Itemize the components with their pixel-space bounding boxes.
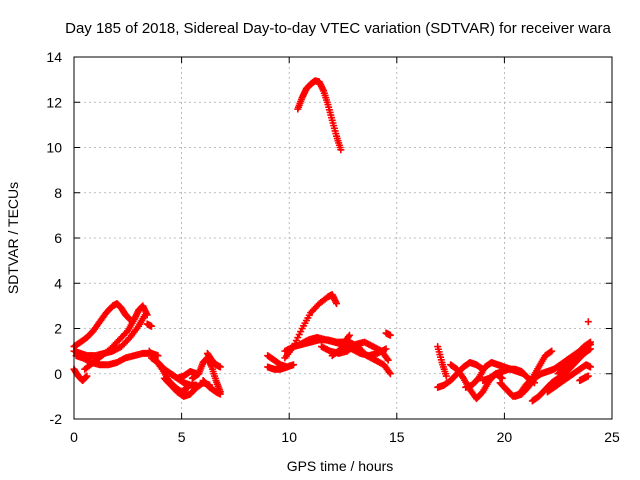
series-arc-6 [143, 320, 155, 330]
y-tick-label: 4 [54, 275, 62, 291]
data-point [586, 338, 594, 346]
data-point [344, 333, 352, 341]
x-tick-label: 20 [497, 429, 513, 445]
series-arc-12 [203, 349, 224, 371]
y-tick-label: 14 [46, 49, 62, 65]
series-arc-18 [296, 331, 353, 348]
data-point [498, 374, 506, 382]
series-arc-31 [528, 345, 594, 405]
data-point [147, 322, 155, 330]
data-point [586, 345, 594, 353]
data-point [143, 311, 151, 319]
plot-frame [73, 56, 613, 420]
data-point [283, 363, 291, 371]
data-point [216, 363, 224, 371]
series-arc-23 [294, 77, 345, 154]
x-tick-label: 15 [389, 429, 405, 445]
series-arc-34 [576, 372, 592, 385]
data-point [83, 372, 91, 380]
data-point [345, 331, 353, 339]
data-point [337, 146, 345, 154]
data-point [216, 390, 224, 398]
data-point [382, 345, 390, 353]
series-arc-13 [199, 377, 224, 398]
y-tick-label: 12 [46, 94, 62, 110]
data-point [442, 372, 450, 380]
y-axis-label: SDTVAR / TECUs [5, 182, 21, 294]
series-arc-22 [382, 329, 394, 339]
y-tick-label: 6 [54, 230, 62, 246]
series-arc-25 [434, 358, 487, 391]
y-tick-label: 8 [54, 185, 62, 201]
data-point [386, 331, 394, 339]
data-point [584, 318, 592, 326]
series-arc-4 [72, 349, 162, 369]
data-point [386, 370, 394, 378]
series-arc-33 [554, 338, 594, 378]
data-point [383, 355, 391, 363]
data-point [586, 363, 594, 371]
x-tick-label: 0 [70, 429, 78, 445]
series-arc-15 [264, 363, 291, 373]
series-arc-21 [339, 338, 390, 360]
y-tick-label: -2 [50, 411, 63, 427]
grid-lines [74, 57, 612, 419]
series-arc-35 [584, 318, 592, 326]
y-tick-label: 10 [46, 140, 62, 156]
x-tick-label: 5 [178, 429, 186, 445]
y-tick-label: 0 [54, 366, 62, 382]
series-arc-24 [434, 343, 450, 380]
series-arc-3 [81, 302, 151, 373]
data-point [548, 347, 556, 355]
series-arc-32 [543, 361, 594, 396]
axis-ticks: 0 5 10 15 20 25 -2 0 2 4 6 8 10 12 14 [46, 49, 620, 445]
data-point [584, 372, 592, 380]
y-tick-label: 2 [54, 321, 62, 337]
data-point [290, 361, 298, 369]
x-axis-label: GPS time / hours [287, 458, 394, 474]
series-arc-10 [167, 367, 201, 382]
data-points [70, 77, 594, 405]
x-tick-label: 10 [281, 429, 297, 445]
series-arc-5 [70, 365, 91, 385]
chart-title: Day 185 of 2018, Sidereal Day-to-day VTE… [65, 20, 611, 37]
series-arc-11 [188, 354, 224, 396]
data-point [385, 368, 393, 376]
data-point [333, 300, 341, 308]
series-arc-1 [70, 300, 134, 351]
data-point [384, 356, 392, 364]
x-tick-label: 25 [604, 429, 620, 445]
